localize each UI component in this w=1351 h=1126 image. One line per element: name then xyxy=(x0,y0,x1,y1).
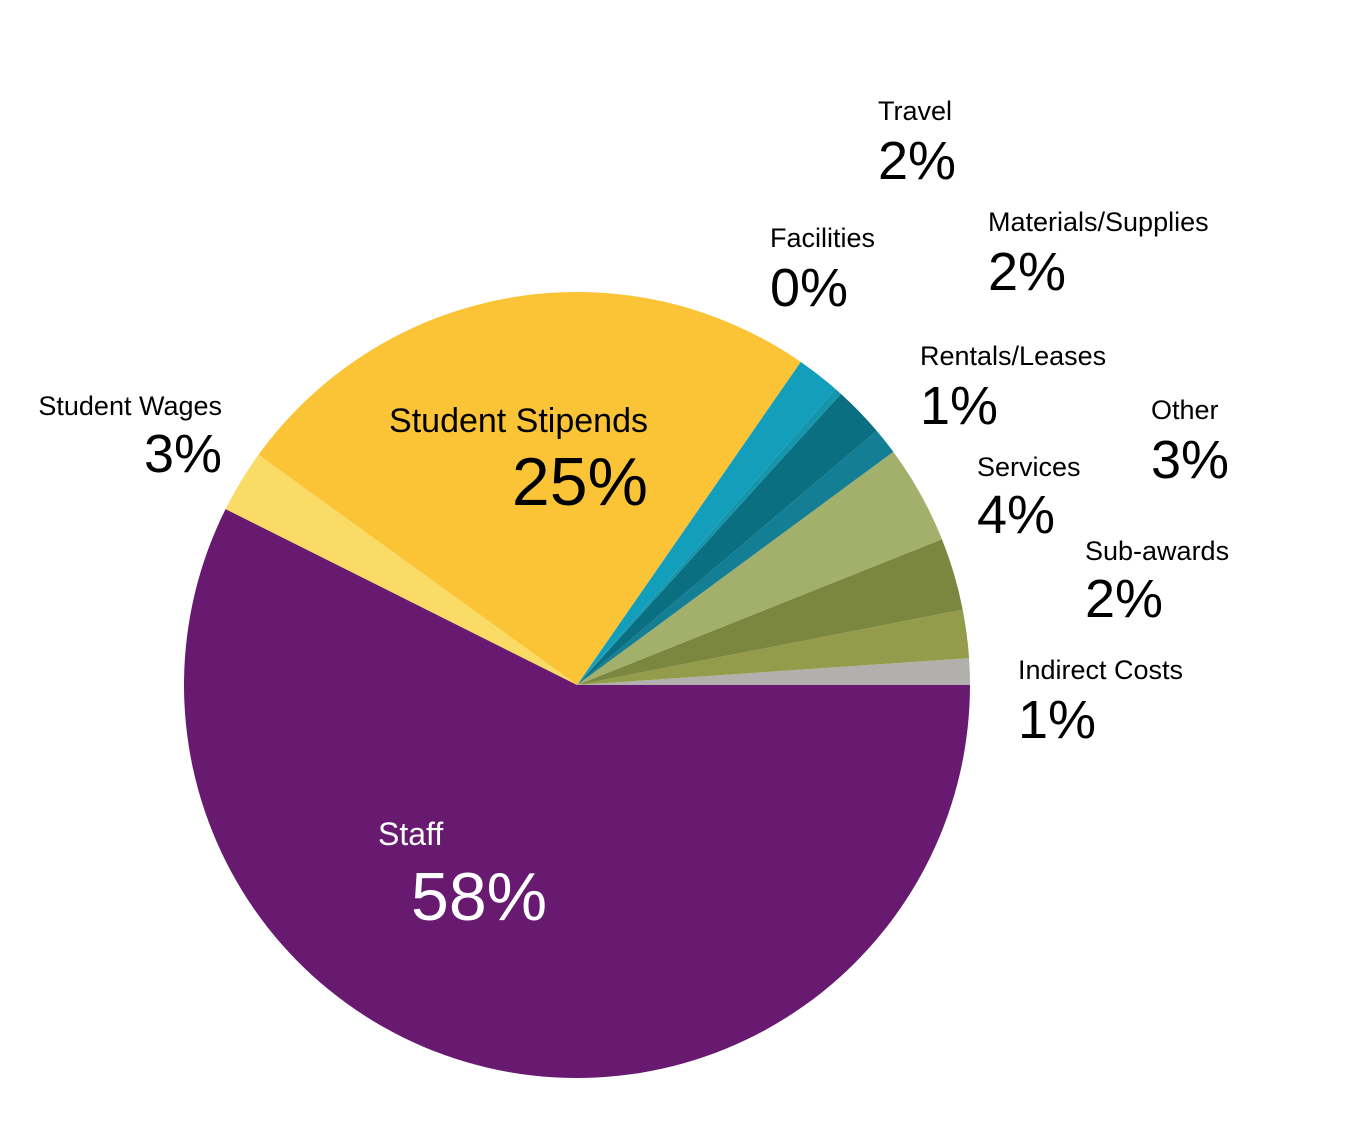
slice-value-indirect-costs: 1% xyxy=(1018,690,1096,750)
slice-label-materials-supplies: Materials/Supplies xyxy=(988,207,1209,237)
slice-value-rentals-leases: 1% xyxy=(920,376,998,436)
pie-slices xyxy=(183,292,970,1079)
slice-label-student-wages: Student Wages xyxy=(38,391,222,421)
pie-slice-student-stipends xyxy=(258,292,801,685)
slice-label-staff: Staff xyxy=(378,816,443,852)
slice-value-student-wages: 3% xyxy=(144,424,222,484)
pie-slice-indirect-costs xyxy=(577,658,970,685)
pie-slice-travel xyxy=(577,361,836,685)
pie-slice-rentals-leases xyxy=(577,430,894,685)
slice-label-indirect-costs: Indirect Costs xyxy=(1018,655,1183,685)
pie-slice-staff xyxy=(183,509,970,1079)
slice-value-staff: 58% xyxy=(411,859,547,935)
slice-value-materials-supplies: 2% xyxy=(988,242,1066,302)
pie-slice-student-wages xyxy=(225,454,578,685)
slice-label-facilities: Facilities xyxy=(770,223,875,253)
pie-slice-materials-supplies xyxy=(577,393,877,685)
slice-label-student-stipends: Student Stipends xyxy=(389,402,648,440)
slice-value-facilities: 0% xyxy=(770,258,848,318)
slice-value-other: 3% xyxy=(1151,430,1229,490)
pie-labels: Indirect Costs1%Sub-awards2%Other3%Servi… xyxy=(38,96,1229,935)
slice-value-sub-awards: 2% xyxy=(1085,569,1163,629)
slice-label-rentals-leases: Rentals/Leases xyxy=(920,341,1106,371)
pie-slice-services xyxy=(577,451,942,685)
pie-slice-facilities xyxy=(577,388,841,685)
slice-label-sub-awards: Sub-awards xyxy=(1085,536,1229,566)
pie-slice-other xyxy=(577,539,963,685)
slice-value-travel: 2% xyxy=(878,131,956,191)
slice-label-services: Services xyxy=(977,452,1081,482)
slice-label-travel: Travel xyxy=(878,96,952,126)
pie-slice-sub-awards xyxy=(577,609,970,685)
slice-label-other: Other xyxy=(1151,395,1219,425)
slice-value-student-stipends: 25% xyxy=(512,444,648,520)
slice-value-services: 4% xyxy=(977,485,1055,545)
